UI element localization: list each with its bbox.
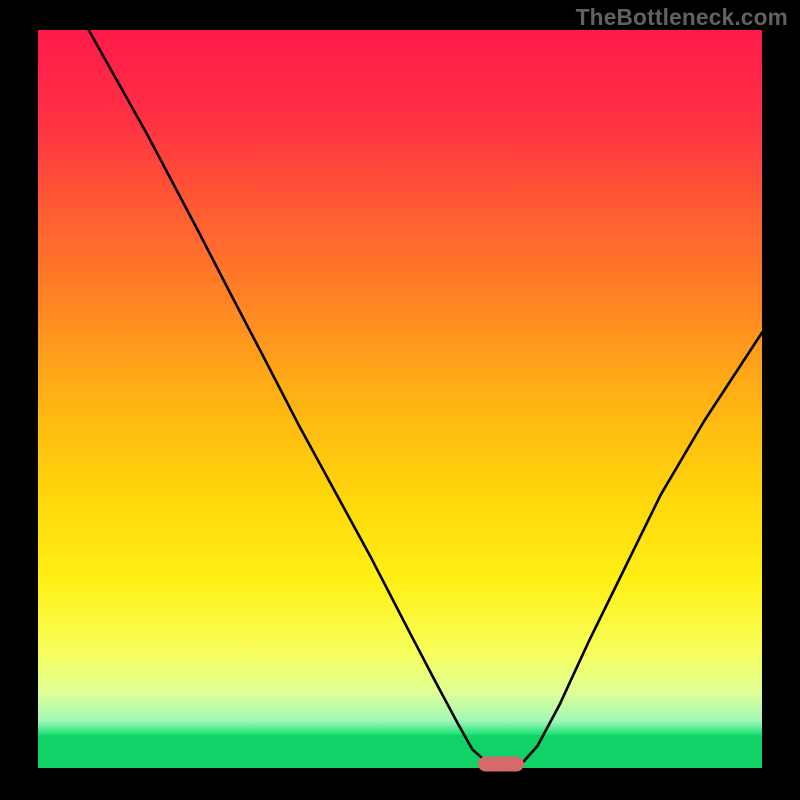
chart-frame: TheBottleneck.com <box>0 0 800 800</box>
minimum-marker <box>478 757 524 772</box>
background-gradient <box>38 30 762 735</box>
baseline-band <box>38 735 762 768</box>
watermark-text: TheBottleneck.com <box>576 4 788 31</box>
plot-area <box>38 30 762 768</box>
